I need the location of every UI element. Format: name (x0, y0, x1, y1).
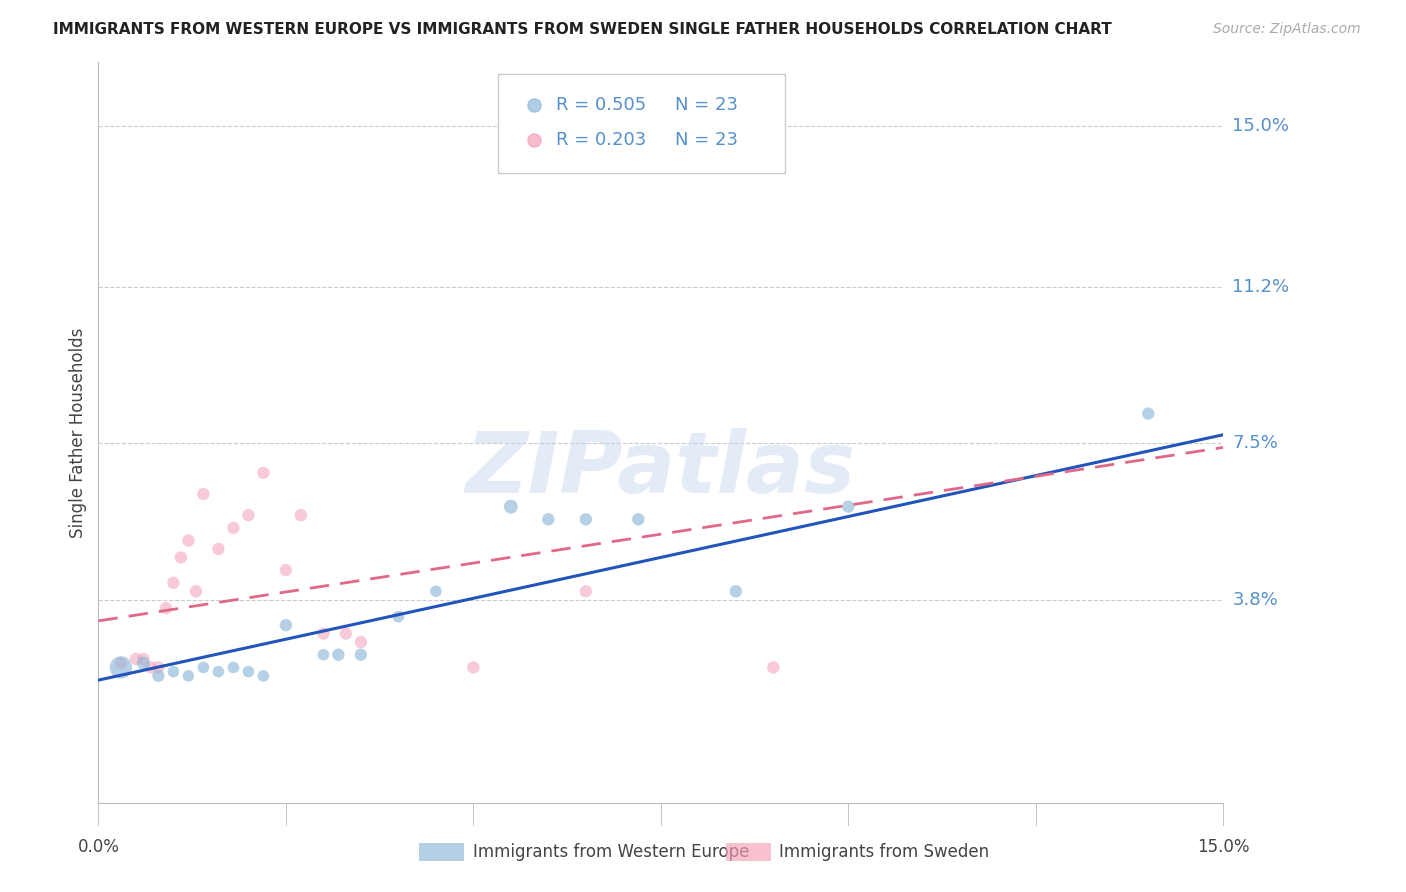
Point (184, 584, 207, 599)
Text: 3.8%: 3.8% (1232, 591, 1278, 608)
Point (575, 512, 598, 526)
Point (110, 656, 132, 670)
Point (724, 584, 747, 599)
Text: 7.5%: 7.5% (1232, 434, 1278, 452)
Text: R = 0.505: R = 0.505 (557, 95, 647, 113)
Point (312, 648, 335, 662)
Point (312, 626, 335, 640)
Y-axis label: Single Father Households: Single Father Households (69, 327, 87, 538)
Point (238, 508, 260, 522)
Point (575, 584, 598, 599)
Point (762, 660, 785, 674)
Point (335, 626, 357, 640)
Point (162, 575, 184, 590)
Point (252, 669, 274, 683)
Point (193, 487, 215, 501)
Point (207, 665, 229, 679)
Point (425, 584, 447, 599)
Point (537, 512, 560, 526)
Point (837, 500, 859, 514)
FancyBboxPatch shape (498, 73, 785, 173)
Point (387, 609, 409, 624)
Point (170, 550, 193, 565)
Point (177, 669, 200, 683)
Point (222, 521, 245, 535)
Point (207, 541, 229, 556)
Point (139, 660, 162, 674)
Point (162, 665, 184, 679)
Text: 11.2%: 11.2% (1232, 277, 1289, 295)
Point (499, 500, 522, 514)
Bar (419, 843, 464, 861)
Point (238, 665, 260, 679)
Bar (725, 843, 770, 861)
Text: ZIPatlas: ZIPatlas (465, 428, 856, 511)
Point (155, 601, 177, 615)
Point (148, 660, 170, 674)
Text: Source: ZipAtlas.com: Source: ZipAtlas.com (1213, 22, 1361, 37)
Point (177, 533, 200, 548)
Point (328, 648, 350, 662)
Point (222, 660, 245, 674)
Point (252, 466, 274, 480)
Text: IMMIGRANTS FROM WESTERN EUROPE VS IMMIGRANTS FROM SWEDEN SINGLE FATHER HOUSEHOLD: IMMIGRANTS FROM WESTERN EUROPE VS IMMIGR… (53, 22, 1112, 37)
Text: N = 23: N = 23 (675, 95, 738, 113)
Point (148, 669, 170, 683)
Point (463, 660, 485, 674)
Point (110, 660, 132, 674)
Point (350, 635, 373, 649)
Point (132, 656, 155, 670)
Point (125, 652, 148, 666)
Text: Immigrants from Sweden: Immigrants from Sweden (779, 843, 988, 861)
Point (1137, 407, 1160, 421)
Point (627, 512, 650, 526)
Text: R = 0.203: R = 0.203 (557, 131, 647, 149)
Point (350, 648, 373, 662)
Point (274, 563, 297, 577)
Text: N = 23: N = 23 (675, 131, 738, 149)
Text: 0.0%: 0.0% (77, 838, 120, 856)
Text: 15.0%: 15.0% (1197, 838, 1250, 856)
Point (132, 652, 155, 666)
Point (193, 660, 215, 674)
Point (274, 618, 297, 632)
Point (290, 508, 312, 522)
Text: Immigrants from Western Europe: Immigrants from Western Europe (472, 843, 749, 861)
Text: 15.0%: 15.0% (1232, 117, 1289, 135)
